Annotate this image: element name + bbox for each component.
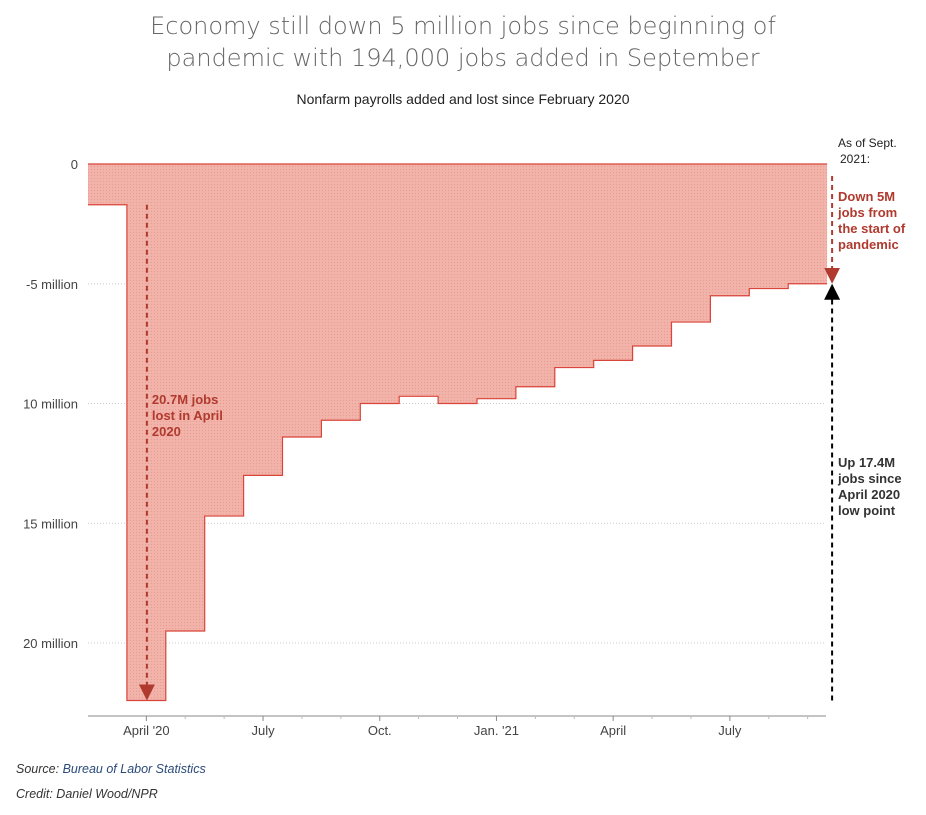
chart-title-line-1: Economy still down 5 million jobs since …	[150, 12, 776, 40]
chart-title-line-2: pandemic with 194,000 jobs added in Sept…	[166, 44, 760, 72]
up-label: Up 17.4M	[838, 455, 895, 470]
data-step-jun-2021	[672, 164, 711, 322]
data-step-apr-2021	[594, 164, 633, 360]
data-step-sep-2020	[321, 164, 360, 420]
as-of-label-line-2: 2021:	[840, 152, 870, 166]
data-step-jul-2020	[244, 164, 283, 475]
chart-title: Economy still down 5 million jobs since …	[0, 10, 926, 74]
job-loss-step-chart: 0 -5 million 10 million 15 million 20 millio…	[23, 136, 906, 738]
data-step-jul-2021	[710, 164, 749, 296]
down-label: jobs from	[837, 205, 897, 220]
up-label: low point	[838, 503, 896, 518]
as-of-label-line-1: As of Sept.	[838, 136, 897, 150]
source-note: Source: Bureau of Labor Statistics	[16, 762, 206, 776]
source-link[interactable]: Bureau of Labor Statistics	[62, 762, 206, 776]
april-loss-label: lost in April	[152, 408, 223, 423]
april-loss-label: 2020	[152, 424, 181, 439]
series-line	[88, 204, 828, 702]
data-step-aug-2021	[749, 164, 788, 289]
data-step-mar-2021	[555, 164, 594, 368]
y-tick-label: 0	[71, 157, 78, 172]
data-step-jan-2021	[477, 164, 516, 399]
y-tick-label: 15 million	[23, 516, 78, 531]
april-loss-label: 20.7M jobs	[152, 392, 218, 407]
x-tick-label: Oct.	[368, 723, 392, 738]
chart-subtitle: Nonfarm payrolls added and lost since Fe…	[296, 91, 630, 107]
area-fill	[88, 164, 828, 701]
data-step-dec-2020	[438, 164, 477, 404]
gridlines: 0 -5 million 10 million 15 million 20 millio…	[23, 157, 826, 651]
y-tick-label: 20 million	[23, 636, 78, 651]
data-step-jun-2020	[205, 164, 244, 516]
x-tick-label: April	[600, 723, 626, 738]
down-label: the start of	[838, 221, 906, 236]
down-label: pandemic	[838, 237, 899, 252]
data-step-sep-2021	[788, 164, 827, 284]
x-tick-label: Jan. '21	[474, 723, 519, 738]
data-step-nov-2020	[399, 164, 438, 396]
x-tick-label: July	[251, 723, 275, 738]
area-series	[88, 163, 828, 702]
data-step-may-2021	[633, 164, 672, 346]
data-step-aug-2020	[283, 164, 322, 437]
down-label: Down 5M	[838, 189, 895, 204]
up-label: April 2020	[838, 487, 900, 502]
data-step-oct-2020	[360, 164, 399, 404]
axes: April '20 July Oct. Jan. '21 April July	[88, 715, 826, 738]
data-step-feb-2021	[516, 164, 555, 387]
up-label: jobs since	[837, 471, 902, 486]
data-step-mar-2020	[88, 164, 127, 205]
y-tick-label: -5 million	[26, 277, 78, 292]
y-tick-label: 10 million	[23, 397, 78, 412]
source-prefix: Source:	[16, 762, 63, 776]
x-tick-label: April '20	[123, 723, 170, 738]
x-tick-label: July	[718, 723, 742, 738]
credit-note: Credit: Daniel Wood/NPR	[16, 787, 158, 801]
